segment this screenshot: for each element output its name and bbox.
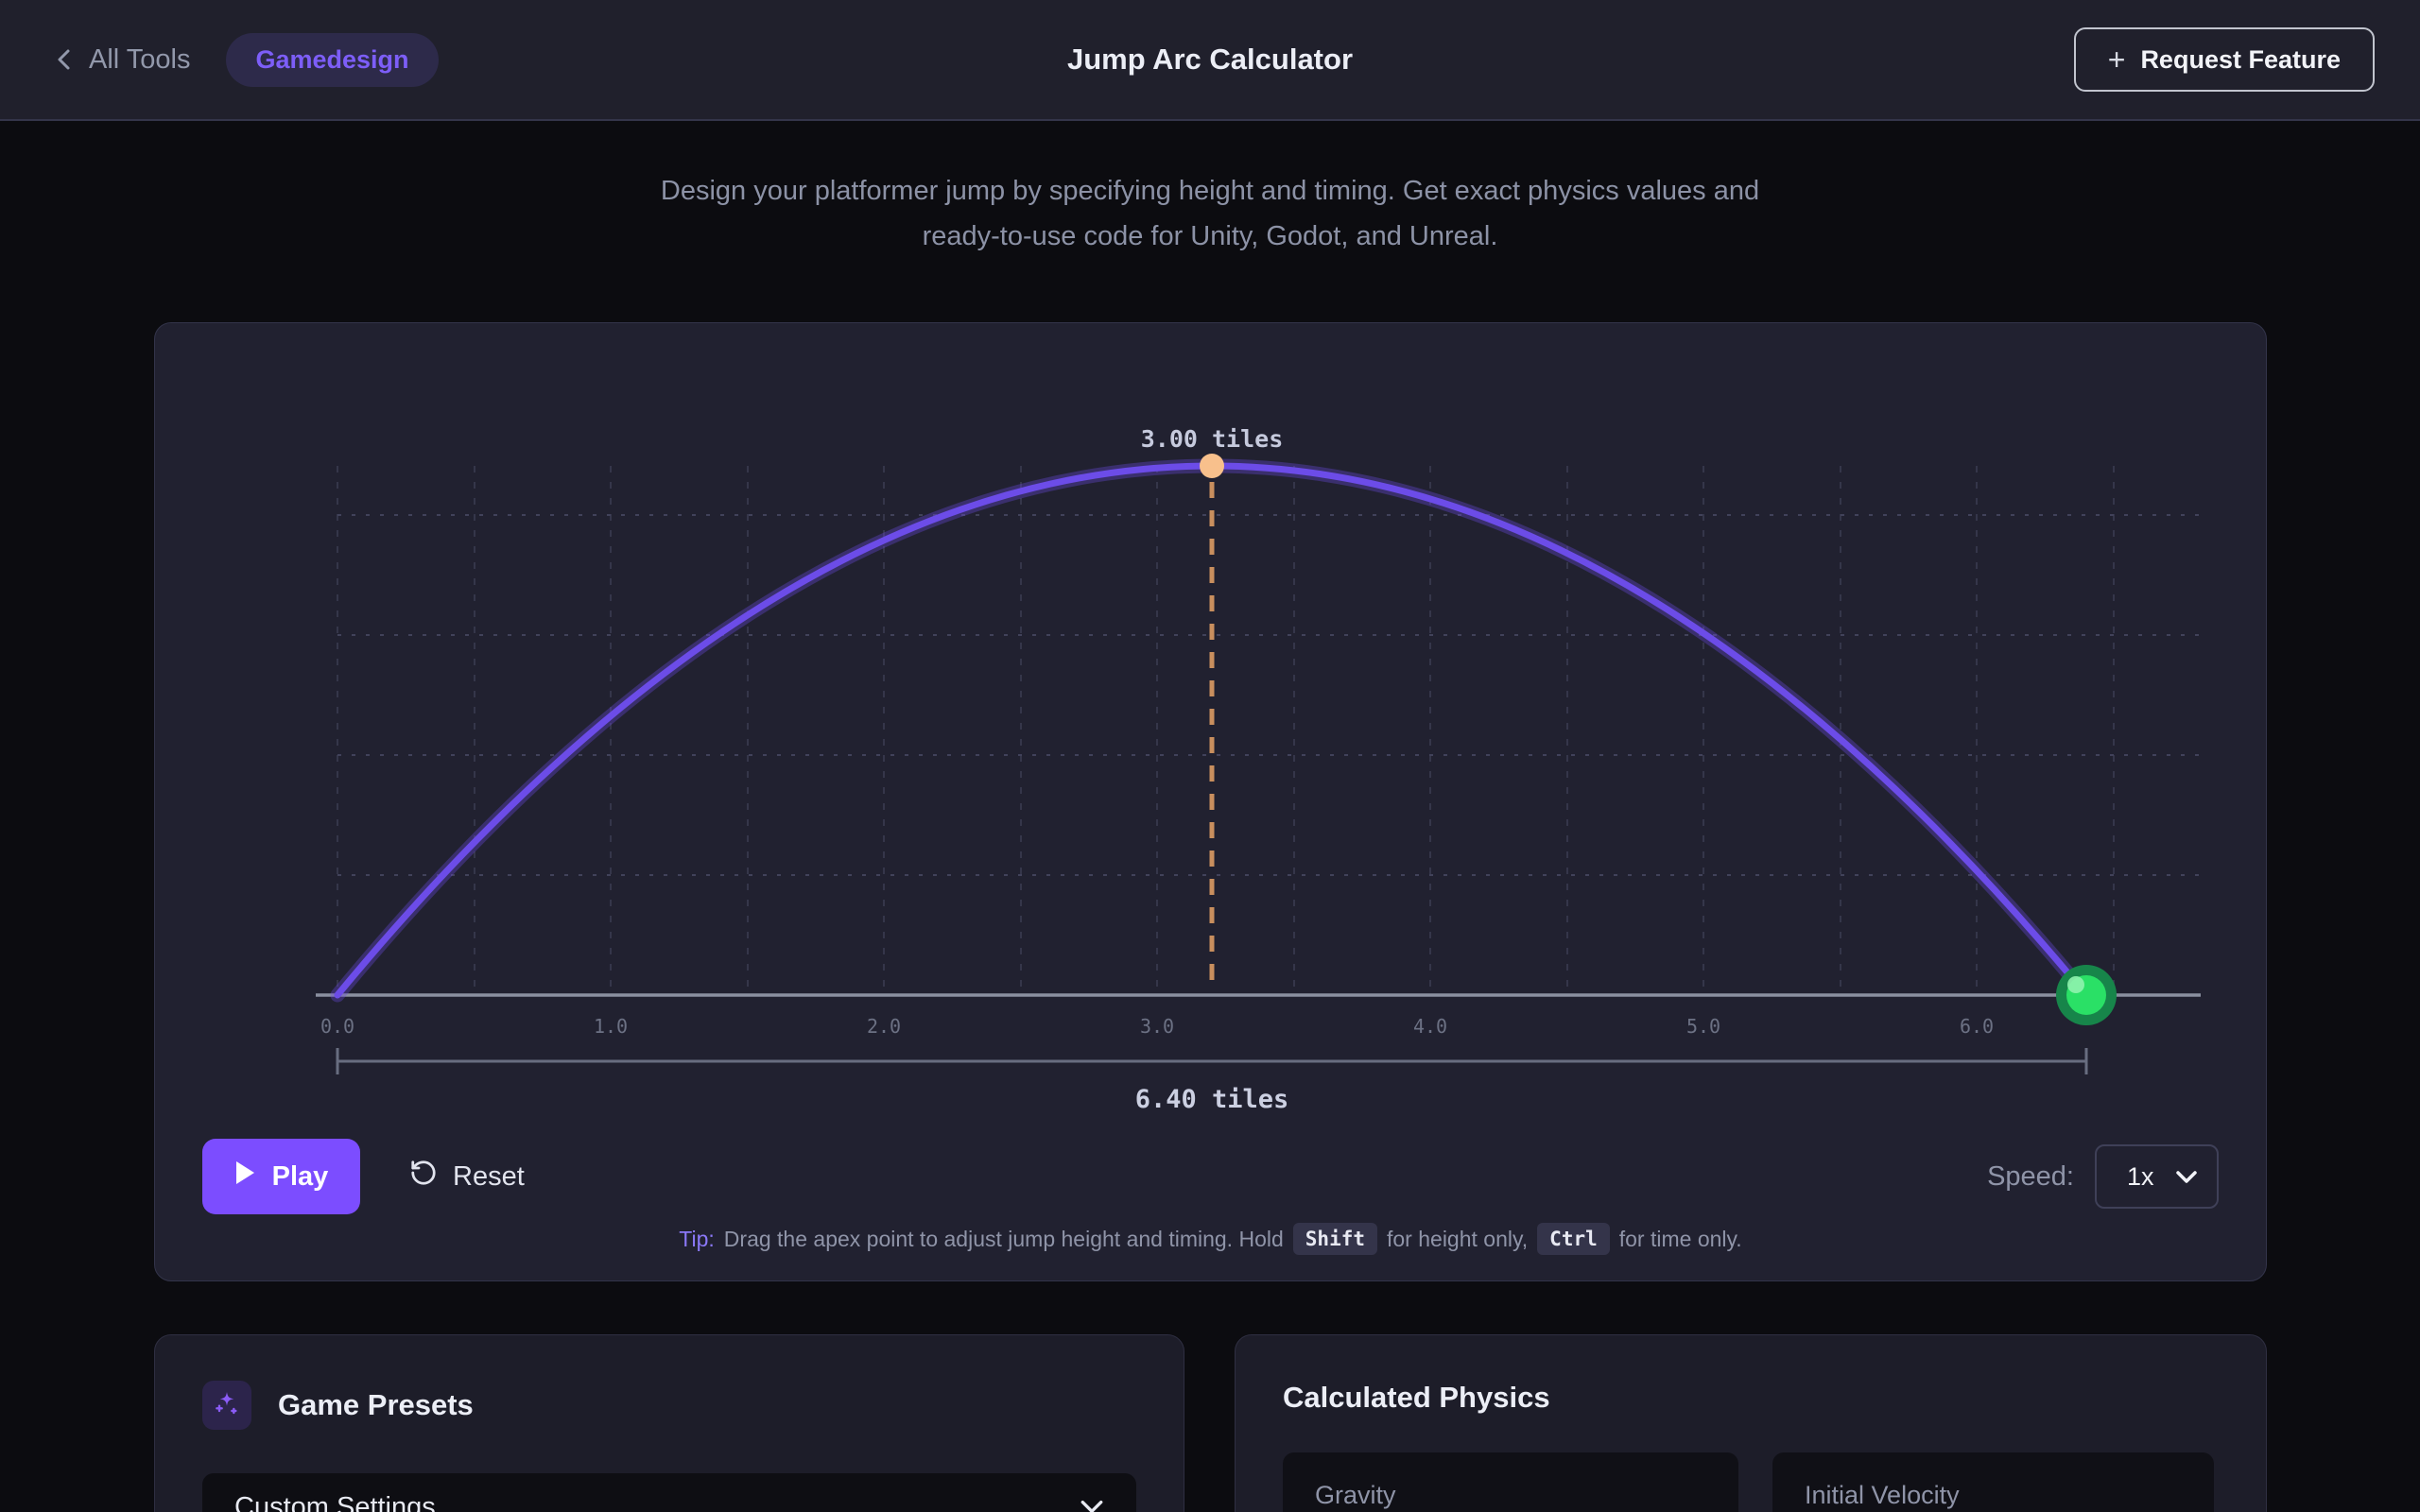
speed-control: Speed: 1x	[1987, 1144, 2219, 1209]
reset-button[interactable]: Reset	[409, 1159, 525, 1194]
tip-bar: Tip: Drag the apex point to adjust jump …	[155, 1223, 2266, 1255]
x-tick: 1.0	[594, 1015, 628, 1038]
distance-measure-line	[336, 1048, 2088, 1074]
back-to-all-tools-link[interactable]: All Tools	[53, 44, 190, 76]
game-presets-title: Game Presets	[278, 1388, 474, 1421]
category-badge[interactable]: Gamedesign	[226, 32, 439, 87]
jump-distance-label: 6.40 tiles	[1135, 1085, 1289, 1114]
request-feature-button[interactable]: + Request Feature	[2073, 27, 2375, 92]
x-tick: 5.0	[1686, 1015, 1720, 1038]
chevron-down-icon	[2175, 1162, 2198, 1192]
x-tick: 0.0	[320, 1015, 354, 1038]
jump-arc-panel: 3.00 tiles 0.0 1.0 2.0 3.0 4.0 5.0 6.0	[154, 322, 2267, 1281]
play-label: Play	[271, 1160, 329, 1192]
chevron-down-icon	[1080, 1492, 1104, 1512]
header: All Tools Gamedesign Jump Arc Calculator…	[0, 0, 2420, 121]
speed-value: 1x	[2127, 1161, 2154, 1191]
calculated-physics-card: Calculated Physics Gravity Initial Veloc…	[1235, 1334, 2267, 1512]
physics-values-row: Gravity Initial Velocity	[1283, 1452, 2219, 1512]
description-line-2: ready-to-use code for Unity, Godot, and …	[922, 221, 1498, 251]
game-presets-card: Game Presets Custom Settings	[154, 1334, 1184, 1512]
tip-text-2: for height only,	[1387, 1226, 1529, 1251]
apex-handle[interactable]	[1200, 454, 1224, 478]
speed-select[interactable]: 1x	[2095, 1144, 2219, 1209]
initial-velocity-card: Initial Velocity	[1772, 1452, 2214, 1512]
tool-description: Design your platformer jump by specifyin…	[0, 168, 2420, 259]
speed-label: Speed:	[1987, 1160, 2074, 1192]
back-link-label: All Tools	[89, 43, 191, 75]
x-tick: 2.0	[867, 1015, 901, 1038]
game-presets-header: Game Presets	[202, 1381, 1136, 1430]
tip-prefix: Tip:	[679, 1226, 715, 1251]
play-icon	[234, 1160, 255, 1193]
playback-controls: Play Reset Speed: 1x	[202, 1139, 2219, 1214]
rotate-ccw-icon	[409, 1159, 438, 1194]
sparkles-icon	[212, 1388, 242, 1423]
x-tick: 6.0	[1960, 1015, 1994, 1038]
calculated-physics-title: Calculated Physics	[1283, 1381, 1550, 1414]
request-feature-label: Request Feature	[2140, 44, 2341, 74]
apex-height-label: 3.00 tiles	[1141, 425, 1284, 453]
x-tick: 4.0	[1413, 1015, 1447, 1038]
tip-text-1: Drag the apex point to adjust jump heigh…	[723, 1226, 1284, 1251]
x-tick: 3.0	[1140, 1015, 1174, 1038]
initial-velocity-label: Initial Velocity	[1805, 1481, 1960, 1509]
sparkles-icon-badge	[202, 1381, 251, 1430]
tip-text-3: for time only.	[1618, 1226, 1742, 1251]
gravity-label: Gravity	[1315, 1481, 1396, 1509]
jump-arc-chart: 3.00 tiles 0.0 1.0 2.0 3.0 4.0 5.0 6.0	[316, 425, 2201, 1114]
landing-point	[2056, 965, 2117, 1025]
shift-key-badge: Shift	[1292, 1223, 1377, 1255]
preset-select[interactable]: Custom Settings	[202, 1473, 1136, 1512]
description-line-1: Design your platformer jump by specifyin…	[660, 176, 1760, 206]
preset-selected-value: Custom Settings	[234, 1491, 436, 1512]
play-button[interactable]: Play	[202, 1139, 360, 1214]
plus-icon: +	[2107, 42, 2126, 77]
x-axis-ticks: 0.0 1.0 2.0 3.0 4.0 5.0 6.0	[320, 1015, 1994, 1038]
reset-label: Reset	[453, 1160, 525, 1192]
gravity-card: Gravity	[1283, 1452, 1738, 1512]
chevron-left-icon	[53, 47, 76, 72]
ctrl-key-badge: Ctrl	[1537, 1223, 1610, 1255]
